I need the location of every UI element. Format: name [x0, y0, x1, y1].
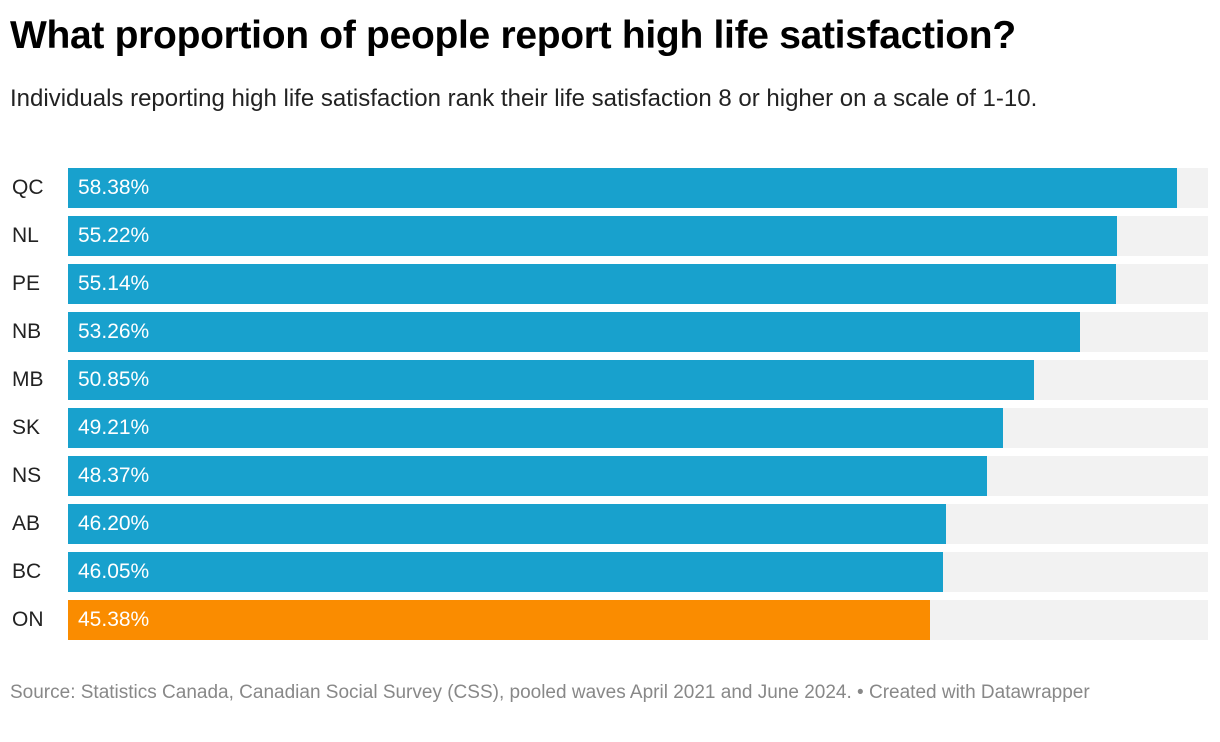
bar-row-nl: NL 55.22%	[0, 216, 1220, 256]
category-label: ON	[12, 608, 44, 631]
category-label: MB	[12, 368, 44, 391]
bar-track: 55.22%	[68, 216, 1208, 256]
bar-row-ns: NS 48.37%	[0, 456, 1220, 496]
bar-track: 46.20%	[68, 504, 1208, 544]
category-label: QC	[12, 176, 44, 199]
bar-row-qc: QC 58.38%	[0, 168, 1220, 208]
value-label: 45.38%	[78, 608, 150, 631]
category-label: NB	[12, 320, 42, 343]
bar-track: 48.37%	[68, 456, 1208, 496]
category-label: SK	[12, 416, 41, 439]
category-label: NS	[12, 464, 42, 487]
bar-row-on: ON 45.38%	[0, 600, 1220, 640]
chart-title: What proportion of people report high li…	[10, 14, 1016, 57]
bar-nl: 55.22%	[68, 216, 1117, 256]
value-label: 55.14%	[78, 272, 150, 295]
bar-bc: 46.05%	[68, 552, 943, 592]
bar-track: 46.05%	[68, 552, 1208, 592]
bar-sk: 49.21%	[68, 408, 1003, 448]
bar-track: 45.38%	[68, 600, 1208, 640]
value-label: 53.26%	[78, 320, 150, 343]
bar-track: 58.38%	[68, 168, 1208, 208]
bar-ab: 46.20%	[68, 504, 946, 544]
bar-qc: 58.38%	[68, 168, 1177, 208]
bar-ns: 48.37%	[68, 456, 987, 496]
category-label: AB	[12, 512, 41, 535]
source-footer: Source: Statistics Canada, Canadian Soci…	[10, 682, 1090, 703]
bar-track: 50.85%	[68, 360, 1208, 400]
value-label: 50.85%	[78, 368, 150, 391]
bar-row-pe: PE 55.14%	[0, 264, 1220, 304]
value-label: 46.20%	[78, 512, 150, 535]
bar-track: 49.21%	[68, 408, 1208, 448]
bar-row-ab: AB 46.20%	[0, 504, 1220, 544]
value-label: 58.38%	[78, 176, 150, 199]
value-label: 46.05%	[78, 560, 150, 583]
category-label: NL	[12, 224, 39, 247]
bar-nb: 53.26%	[68, 312, 1080, 352]
bar-row-sk: SK 49.21%	[0, 408, 1220, 448]
value-label: 48.37%	[78, 464, 150, 487]
value-label: 55.22%	[78, 224, 150, 247]
chart-subtitle: Individuals reporting high life satisfac…	[10, 85, 1038, 112]
category-label: BC	[12, 560, 42, 583]
bar-row-bc: BC 46.05%	[0, 552, 1220, 592]
bar-row-nb: NB 53.26%	[0, 312, 1220, 352]
value-label: 49.21%	[78, 416, 150, 439]
bar-row-mb: MB 50.85%	[0, 360, 1220, 400]
bar-pe: 55.14%	[68, 264, 1116, 304]
bar-on: 45.38%	[68, 600, 930, 640]
bar-mb: 50.85%	[68, 360, 1034, 400]
bar-track: 53.26%	[68, 312, 1208, 352]
category-label: PE	[12, 272, 41, 295]
bar-track: 55.14%	[68, 264, 1208, 304]
